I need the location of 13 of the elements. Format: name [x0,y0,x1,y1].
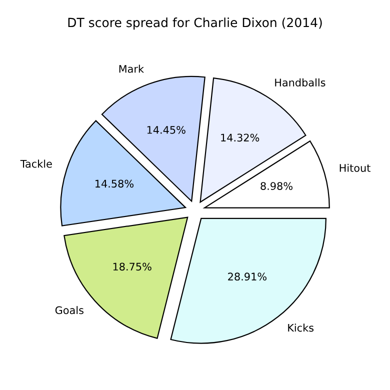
slice-label: Kicks [288,324,314,332]
chart-title: DT score spread for Charlie Dixon (2014) [68,18,322,30]
slice-label: Goals [55,306,84,314]
data-label: 8.98% [260,182,292,190]
slice-label: Hitout [340,164,370,172]
data-label: 14.58% [96,180,134,188]
slice-label: Tackle [20,160,52,168]
data-label: 14.45% [147,126,186,134]
data-label: 28.91% [228,272,266,281]
slice-label: Handballs [275,78,326,86]
slice-label: Mark [119,64,144,73]
data-label: 14.32% [221,134,260,142]
data-label: 18.75% [113,262,152,271]
